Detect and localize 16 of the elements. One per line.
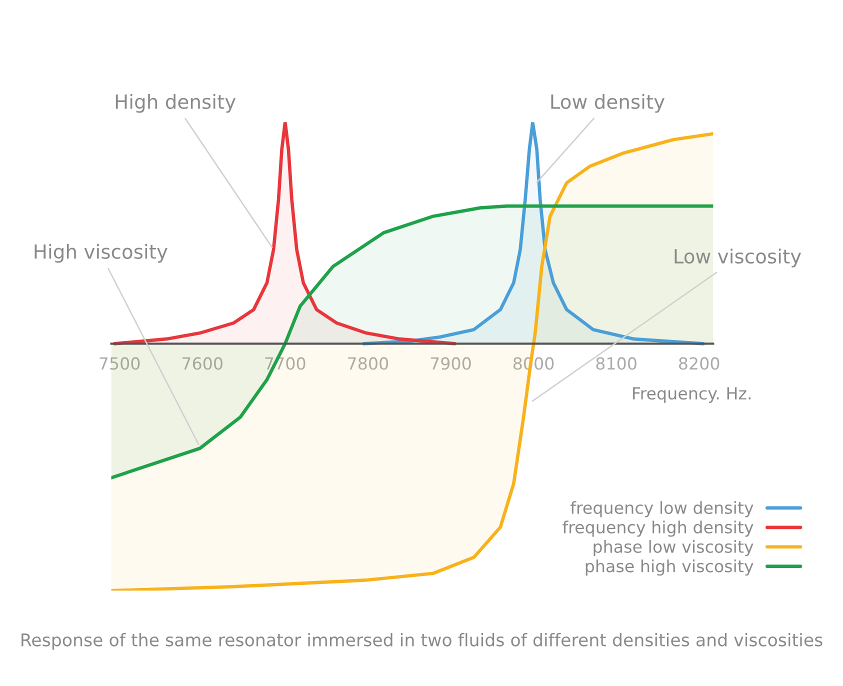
x-tick-label: 7500 bbox=[100, 357, 140, 370]
text: Response of the same resonator immersed in two fluids of different densities and viscosities bbox=[22, 633, 822, 650]
legend-label: frequency high density bbox=[562, 520, 754, 537]
legend-label: phase high viscosity bbox=[586, 560, 754, 576]
x-tick-label: 7600 bbox=[182, 357, 222, 370]
legend-label: phase low viscosity bbox=[594, 540, 754, 556]
x-tick-label: 7900 bbox=[430, 357, 471, 370]
x-tick-label: 7800 bbox=[348, 357, 388, 370]
x-tick-label: 8200 bbox=[679, 357, 720, 370]
x-tick-label: 8100 bbox=[596, 357, 636, 370]
annotation: High density bbox=[116, 94, 236, 113]
x-axis-title: Frequency. Hz. bbox=[633, 387, 751, 403]
annotation: Low density bbox=[551, 94, 665, 113]
legend-label: frequency low density bbox=[570, 501, 754, 518]
annotation: Low viscosity bbox=[674, 248, 802, 268]
annotation: High viscosity bbox=[34, 244, 168, 263]
